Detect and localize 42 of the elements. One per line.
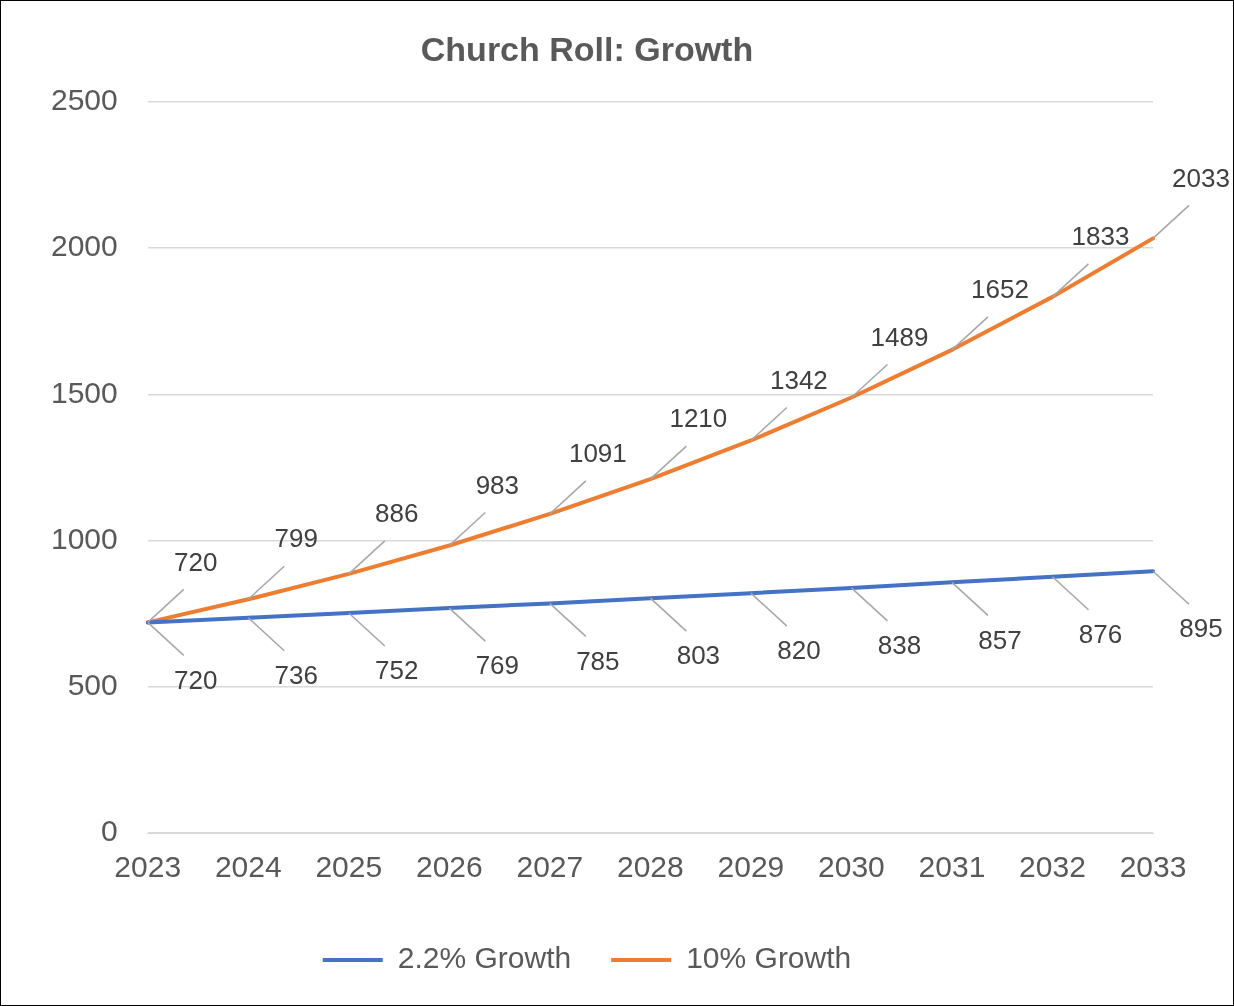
legend-label: 10% Growth — [686, 941, 852, 975]
x-tick-label: 2032 — [1019, 850, 1086, 884]
x-tick-label: 2030 — [818, 850, 885, 884]
data-label: 983 — [475, 469, 520, 500]
data-label: 736 — [274, 659, 318, 690]
x-tick-label: 2025 — [315, 850, 383, 884]
data-label: 803 — [676, 640, 721, 671]
chart-title: Church Roll: Growth — [420, 29, 754, 68]
y-tick-label: 2000 — [50, 229, 118, 263]
data-label: 838 — [877, 630, 922, 661]
data-label: 799 — [274, 523, 318, 554]
data-label: 1489 — [870, 321, 929, 352]
data-label: 769 — [475, 650, 520, 681]
y-tick-label: 500 — [67, 668, 118, 702]
y-tick-label: 2500 — [50, 83, 118, 117]
x-tick-label: 2027 — [516, 850, 584, 884]
data-label: 1833 — [1071, 221, 1130, 252]
data-label: 1342 — [769, 364, 828, 395]
x-tick-label: 2023 — [114, 850, 182, 884]
x-tick-label: 2031 — [918, 850, 986, 884]
x-tick-label: 2028 — [616, 850, 684, 884]
data-label: 720 — [174, 664, 218, 695]
data-label: 876 — [1078, 618, 1123, 649]
data-label: 820 — [777, 635, 821, 666]
x-tick-label: 2033 — [1119, 850, 1187, 884]
data-label: 886 — [375, 498, 419, 529]
y-tick-label: 0 — [101, 814, 118, 848]
data-label: 785 — [576, 645, 620, 676]
y-tick-label: 1000 — [50, 521, 118, 555]
data-label: 2033 — [1172, 162, 1230, 193]
data-label: 1091 — [568, 438, 627, 469]
data-label: 857 — [978, 624, 1022, 655]
y-tick-label: 1500 — [50, 375, 118, 409]
x-tick-label: 2026 — [415, 850, 483, 884]
legend-label: 2.2% Growth — [397, 941, 572, 975]
data-label: 1210 — [669, 403, 728, 434]
data-label: 895 — [1179, 613, 1223, 644]
x-tick-label: 2024 — [214, 850, 282, 884]
data-label: 1652 — [971, 273, 1029, 304]
data-label: 720 — [174, 546, 218, 577]
data-label: 752 — [375, 655, 419, 686]
x-tick-label: 2029 — [717, 850, 785, 884]
